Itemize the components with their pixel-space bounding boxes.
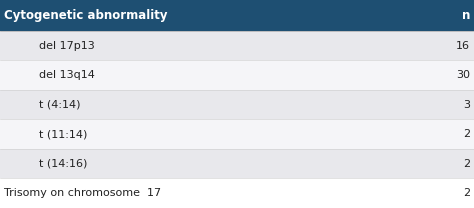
Text: t (11:14): t (11:14) bbox=[39, 129, 87, 139]
Text: t (4:14): t (4:14) bbox=[39, 100, 81, 110]
Bar bbox=[0, 0, 474, 31]
Text: Trisomy on chromosome  17: Trisomy on chromosome 17 bbox=[4, 188, 161, 198]
Bar bbox=[0, 149, 474, 178]
Text: 16: 16 bbox=[456, 41, 470, 51]
Text: 2: 2 bbox=[463, 129, 470, 139]
Text: Cytogenetic abnormality: Cytogenetic abnormality bbox=[4, 9, 167, 22]
Text: n: n bbox=[462, 9, 470, 22]
Text: 3: 3 bbox=[463, 100, 470, 110]
Text: t (14:16): t (14:16) bbox=[39, 159, 87, 169]
Text: del 17p13: del 17p13 bbox=[39, 41, 95, 51]
Text: del 13q14: del 13q14 bbox=[39, 70, 95, 80]
Text: 30: 30 bbox=[456, 70, 470, 80]
Bar bbox=[0, 178, 474, 208]
Text: 2: 2 bbox=[463, 159, 470, 169]
Bar bbox=[0, 119, 474, 149]
Bar bbox=[0, 90, 474, 119]
Bar bbox=[0, 60, 474, 90]
Bar bbox=[0, 31, 474, 60]
Text: 2: 2 bbox=[463, 188, 470, 198]
